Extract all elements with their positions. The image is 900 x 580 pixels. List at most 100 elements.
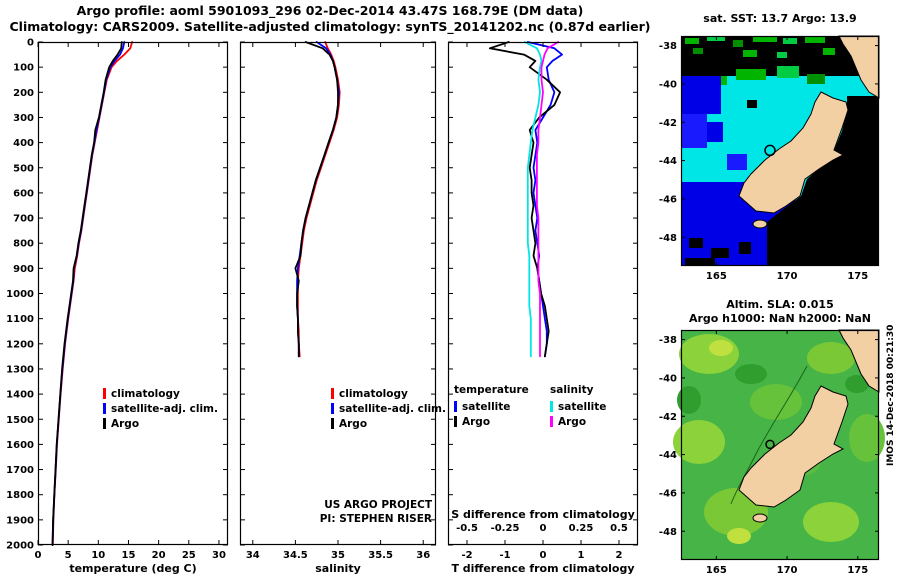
legend-group-temperature: temperature satellite Argo <box>454 384 550 429</box>
tick-label: 15 <box>122 550 136 561</box>
credits: US ARGO PROJECT PI: STEPHEN RISER <box>240 498 432 526</box>
legend-marker <box>550 416 553 427</box>
tick-label: 2 <box>616 550 623 561</box>
legend-label: satellite <box>558 400 607 413</box>
legend-marker <box>331 388 334 399</box>
legend-item: satellite-adj. clim. <box>103 401 218 416</box>
tick-label: 0.25 <box>569 523 594 534</box>
tick-label: 1400 <box>6 390 34 401</box>
legend-label: climatology <box>111 387 180 400</box>
tick-label: -42 <box>659 118 677 129</box>
legend-item: climatology <box>331 386 446 401</box>
tick-label: 1 <box>578 550 585 561</box>
tick-label: 1000 <box>6 289 34 300</box>
sst-cold-black-region <box>767 96 879 266</box>
tick-label: 10 <box>91 550 105 561</box>
tick-label: -42 <box>659 412 677 423</box>
tick-label: -44 <box>659 450 677 461</box>
tick-label: 700 <box>13 214 34 225</box>
tick-label: 25 <box>182 550 196 561</box>
tick-label: 1800 <box>6 490 34 501</box>
legend-marker <box>550 401 553 412</box>
map-border <box>680 35 880 267</box>
legend-item: Argo <box>103 416 218 431</box>
temperature-axis-label: temperature (deg C) <box>69 562 197 575</box>
credits-line2: PI: STEPHEN RISER <box>319 513 432 525</box>
tick-label: -0.25 <box>491 523 520 534</box>
plot-border <box>37 41 229 546</box>
legend-marker <box>103 403 106 414</box>
legend-label: climatology <box>339 387 408 400</box>
legend-item: Argo <box>331 416 446 431</box>
salinity-axis-label: salinity <box>315 562 361 575</box>
t-difference-axis-label: T difference from climatology <box>451 562 635 575</box>
series-argo <box>51 41 123 546</box>
series-argo <box>294 41 339 358</box>
tick-label: -44 <box>659 156 677 167</box>
tick-label: -2 <box>461 550 472 561</box>
sla-map: 165 170 175 -38 -40 -42 -44 -46 -48 <box>659 329 885 576</box>
south-island-land <box>738 385 849 508</box>
float-position-marker <box>765 439 775 450</box>
legend-item: climatology <box>103 386 218 401</box>
tick-label: 175 <box>847 271 868 282</box>
tick-label: 175 <box>847 565 868 576</box>
legend-marker <box>331 403 334 414</box>
plot-border <box>239 41 437 546</box>
title-line1: Argo profile: aoml 5901093_296 02-Dec-20… <box>76 3 584 18</box>
legend-label: satellite <box>462 400 511 413</box>
legend-item: Argo <box>550 414 646 429</box>
tick-label: 800 <box>13 239 34 250</box>
temperature-profile-panel: 0 5 10 15 20 25 300100200300400500600700800900… <box>6 38 229 561</box>
tick-label: 2000 <box>6 541 34 552</box>
salinity-legend: climatology satellite-adj. clim. Argo <box>331 386 446 431</box>
legend-label: satellite-adj. clim. <box>111 402 218 415</box>
series-climatology <box>51 41 133 546</box>
tick-label: 35 <box>331 550 345 561</box>
legend-label: Argo <box>111 417 140 430</box>
tick-label: 0 <box>540 550 547 561</box>
sst-black-speckles <box>685 100 757 266</box>
tick-label: 1500 <box>6 415 34 426</box>
legend-label: satellite-adj. clim. <box>339 402 446 415</box>
series-temperature-argo <box>488 41 561 358</box>
legend-marker <box>331 418 334 429</box>
series-satellite-adj-clim- <box>296 41 340 358</box>
sla-map-title-line2: Argo h1000: NaN h2000: NaN <box>688 312 872 325</box>
tick-label: 34.5 <box>283 550 308 561</box>
tick-label: -48 <box>659 233 677 244</box>
tick-label: 0 <box>540 523 547 534</box>
series-salinity-satellite <box>523 41 543 358</box>
title-line2: Climatology: CARS2009. Satellite-adjuste… <box>9 19 651 34</box>
stewart-island-land <box>752 513 768 523</box>
sst-map: 165 170 175 -38 -40 -42 -44 -46 -48 <box>659 35 880 282</box>
legend-marker <box>454 416 457 427</box>
stewart-island-land <box>752 219 768 229</box>
tick-label: -46 <box>659 488 677 499</box>
legend-group-title: salinity <box>550 384 594 396</box>
tick-label: 170 <box>777 565 798 576</box>
tick-label: -38 <box>659 41 677 52</box>
legend-label: Argo <box>558 415 587 428</box>
tick-label: -40 <box>659 373 677 384</box>
tick-label: 5 <box>65 550 72 561</box>
tick-label: -40 <box>659 79 677 90</box>
tick-label: 300 <box>13 113 34 124</box>
tick-label: 36 <box>416 550 430 561</box>
tick-label: -38 <box>659 335 677 346</box>
tick-label: 400 <box>13 138 34 149</box>
tick-label: 165 <box>706 271 727 282</box>
legend-marker <box>103 418 106 429</box>
tick-label: -0.5 <box>456 523 478 534</box>
timestamp-watermark: IMOS 14-Dec-2018 00:21:30 <box>886 324 896 466</box>
tick-label: -48 <box>659 527 677 538</box>
tick-label: 0 <box>35 550 42 561</box>
tick-label: 20 <box>152 550 166 561</box>
sla-map-title-line1: Altim. SLA: 0.015 <box>726 298 834 311</box>
tick-label: 1700 <box>6 465 34 476</box>
float-position-marker <box>764 144 776 157</box>
sla-contour-line <box>730 365 808 505</box>
tick-label: 1600 <box>6 440 34 451</box>
series-temperature-satellite <box>526 41 563 358</box>
